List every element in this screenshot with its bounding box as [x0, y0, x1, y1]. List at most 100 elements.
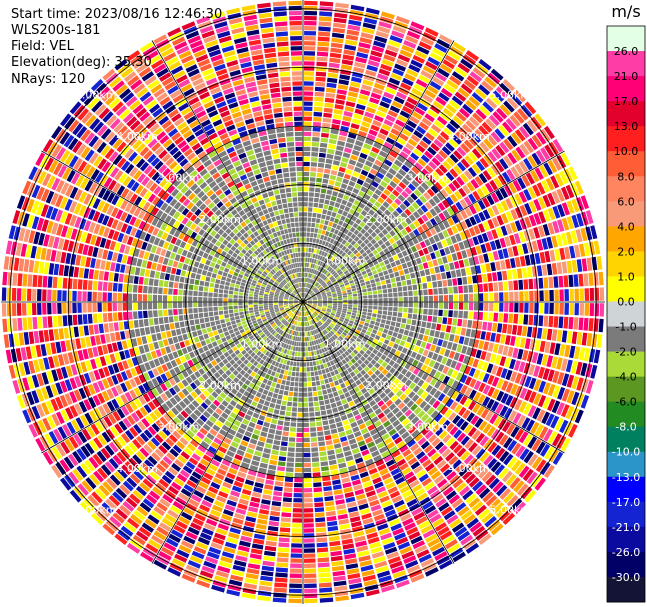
velocity-gate	[319, 587, 333, 593]
velocity-gate	[324, 430, 331, 436]
velocity-gate	[448, 182, 457, 192]
velocity-gate	[258, 398, 265, 405]
velocity-gate	[316, 322, 321, 327]
velocity-gate	[306, 262, 309, 268]
velocity-gate	[307, 346, 311, 352]
velocity-gate	[321, 292, 326, 295]
velocity-gate	[405, 35, 419, 44]
velocity-gate	[309, 291, 314, 295]
velocity-gate	[441, 175, 451, 185]
velocity-gate	[311, 248, 315, 253]
velocity-gate	[353, 398, 361, 405]
velocity-gate	[559, 170, 569, 185]
velocity-gate	[305, 262, 307, 267]
velocity-gate	[377, 380, 384, 388]
velocity-gate	[385, 233, 392, 240]
velocity-gate	[486, 167, 496, 178]
velocity-gate	[440, 189, 449, 198]
velocity-gate	[345, 429, 353, 436]
velocity-gate	[510, 371, 518, 382]
velocity-gate	[445, 196, 454, 206]
velocity-gate	[303, 212, 308, 217]
velocity-gate	[453, 261, 460, 269]
velocity-gate	[353, 368, 360, 375]
velocity-gate	[336, 261, 342, 267]
velocity-gate	[344, 391, 351, 398]
velocity-gate	[363, 305, 368, 309]
velocity-gate	[326, 309, 331, 313]
velocity-gate	[373, 40, 386, 48]
velocity-gate	[467, 276, 473, 284]
velocity-gate	[366, 242, 373, 248]
velocity-gate	[469, 521, 483, 533]
velocity-gate	[435, 498, 447, 508]
velocity-gate	[372, 193, 379, 200]
velocity-gate	[460, 450, 471, 461]
velocity-gate	[356, 178, 364, 186]
velocity-gate	[276, 557, 289, 563]
velocity-gate	[487, 219, 495, 230]
velocity-gate	[451, 204, 459, 214]
velocity-gate	[404, 522, 416, 531]
velocity-gate	[391, 450, 401, 458]
velocity-gate	[514, 163, 525, 176]
velocity-gate	[344, 450, 352, 457]
velocity-gate	[333, 17, 347, 24]
velocity-gate	[488, 477, 500, 490]
velocity-gate	[472, 358, 480, 368]
velocity-gate	[312, 477, 322, 483]
velocity-gate	[483, 454, 494, 466]
velocity-gate	[360, 411, 368, 418]
velocity-gate	[354, 61, 366, 69]
velocity-gate	[367, 362, 374, 369]
velocity-gate	[391, 316, 397, 322]
velocity-gate	[262, 405, 269, 412]
velocity-gate	[455, 223, 463, 232]
velocity-gate	[315, 411, 321, 417]
velocity-gate	[376, 314, 382, 319]
velocity-gate	[467, 457, 478, 468]
velocity-gate	[478, 59, 492, 71]
velocity-gate	[274, 582, 288, 588]
velocity-gate	[303, 392, 308, 397]
velocity-gate	[413, 83, 426, 93]
velocity-gate	[527, 453, 539, 467]
velocity-gate	[405, 226, 412, 233]
velocity-gate	[286, 375, 291, 381]
velocity-gate	[508, 410, 518, 422]
velocity-gate	[283, 492, 293, 498]
velocity-gate	[484, 76, 497, 88]
velocity-gate	[305, 294, 309, 298]
velocity-gate	[426, 322, 432, 329]
velocity-gate	[312, 305, 317, 308]
velocity-gate	[402, 146, 412, 155]
velocity-gate	[334, 325, 339, 330]
velocity-gate	[475, 330, 482, 339]
velocity-gate	[316, 233, 321, 239]
velocity-gate	[428, 198, 437, 207]
velocity-gate	[487, 273, 493, 282]
velocity-gate	[401, 250, 408, 257]
velocity-gate	[312, 462, 320, 467]
velocity-gate	[362, 181, 371, 189]
velocity-gate	[474, 504, 487, 516]
velocity-gate	[313, 275, 317, 280]
velocity-gate	[288, 391, 294, 397]
velocity-gate	[342, 295, 348, 298]
velocity-gate	[418, 473, 429, 483]
velocity-gate	[495, 333, 501, 343]
velocity-gate	[282, 431, 289, 437]
velocity-gate	[543, 315, 549, 327]
velocity-gate	[504, 357, 512, 368]
velocity-gate	[424, 394, 433, 403]
velocity-gate	[402, 312, 408, 318]
velocity-gate	[583, 317, 589, 331]
velocity-gate	[297, 422, 303, 427]
velocity-gate	[376, 155, 386, 163]
velocity-gate	[307, 303, 312, 306]
velocity-gate	[332, 306, 337, 309]
velocity-gate	[328, 267, 333, 272]
velocity-gate	[499, 237, 507, 248]
velocity-gate	[395, 410, 404, 419]
velocity-gate	[447, 217, 455, 226]
